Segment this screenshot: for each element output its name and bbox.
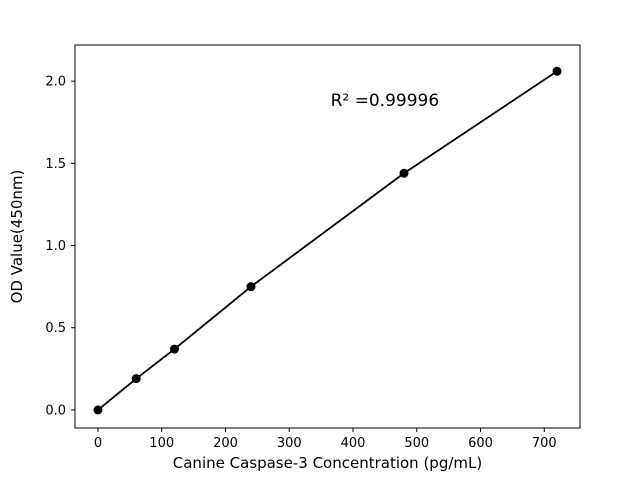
x-tick-label: 400 [341,436,366,451]
x-tick-label: 600 [468,436,493,451]
data-point [131,374,141,384]
x-tick-label: 0 [94,436,102,451]
y-tick-label: 1.0 [45,239,66,254]
x-axis-label: Canine Caspase-3 Concentration (pg/mL) [173,454,482,472]
data-line [97,70,558,411]
x-tick-label: 200 [213,436,238,451]
y-tick-label: 1.5 [45,157,66,172]
x-tick-label: 100 [149,436,174,451]
data-point [552,66,562,76]
plot-area [74,44,581,429]
r-squared-annotation: R² =0.99996 [331,91,440,111]
y-tick-label: 2.0 [45,75,66,90]
data-point [246,282,256,292]
y-tick-label: 0.0 [45,403,66,418]
data-point [399,168,409,178]
y-tick-label: 0.5 [45,321,66,336]
x-tick-label: 300 [277,436,302,451]
data-point [169,344,179,354]
y-axis-label: OD Value(450nm) [8,170,26,304]
x-tick-label: 500 [404,436,429,451]
data-point [93,405,103,415]
x-tick-label: 700 [532,436,557,451]
